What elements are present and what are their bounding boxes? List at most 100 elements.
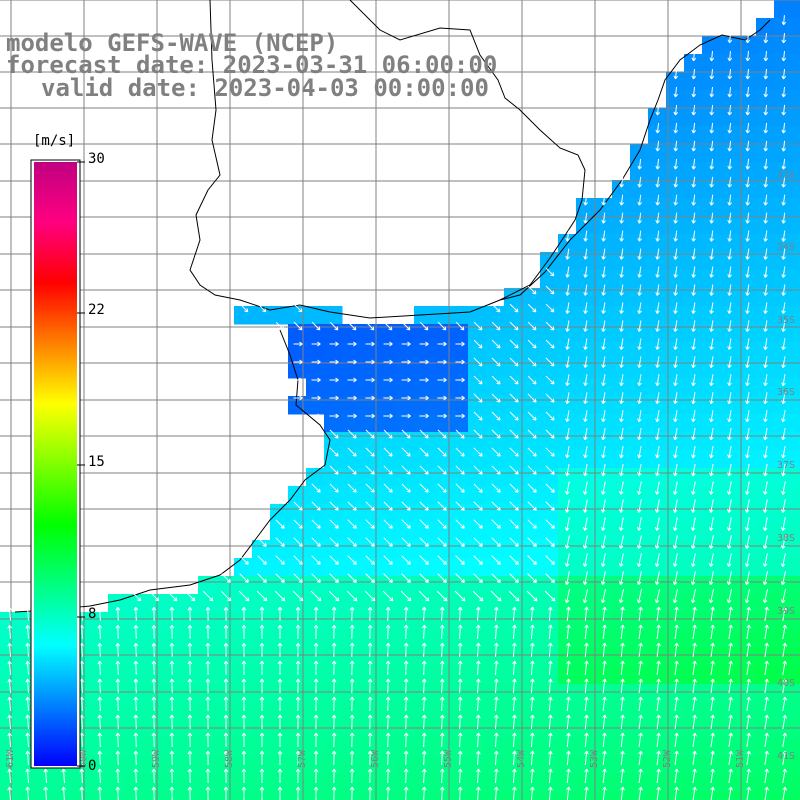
wind-speed-cell	[342, 342, 361, 361]
colorbar-tick-22: 22	[88, 302, 105, 318]
wind-arrow	[601, 230, 606, 242]
wind-speed-cell	[288, 702, 307, 721]
wind-speed-cell	[738, 36, 757, 55]
wind-speed-cell	[216, 684, 235, 703]
wind-arrow	[383, 359, 393, 365]
wind-arrow	[401, 573, 411, 583]
wind-arrow	[347, 341, 357, 347]
wind-speed-cell	[684, 738, 703, 757]
wind-speed-cell	[684, 144, 703, 163]
wind-arrow	[727, 481, 732, 495]
wind-arrow	[205, 624, 211, 639]
wind-speed-cell	[108, 774, 127, 793]
wind-speed-cell	[540, 630, 559, 649]
wind-arrow	[619, 446, 624, 459]
wind-speed-cell	[774, 216, 793, 235]
wind-arrow	[257, 555, 267, 565]
wind-speed-cell	[216, 666, 235, 685]
wind-arrow	[745, 86, 750, 98]
wind-arrow	[674, 606, 679, 621]
wind-speed-cell	[774, 324, 793, 343]
wind-speed-cell	[684, 774, 703, 793]
wind-arrow	[710, 624, 715, 639]
wind-speed-cell	[630, 216, 649, 235]
wind-arrow	[527, 555, 537, 565]
wind-speed-cell	[558, 360, 577, 379]
wind-speed-cell	[396, 648, 415, 667]
wind-arrow	[365, 555, 375, 565]
wind-speed-cell	[450, 666, 469, 685]
wind-arrow	[708, 499, 714, 513]
wind-speed-cell	[90, 666, 109, 685]
wind-arrow	[654, 499, 660, 513]
wind-arrow	[455, 321, 465, 331]
wind-speed-cell	[432, 486, 451, 505]
wind-speed-cell	[720, 684, 739, 703]
wind-speed-cell	[576, 738, 595, 757]
wind-speed-cell	[774, 36, 793, 55]
wind-speed-cell	[324, 504, 343, 523]
wind-arrow	[710, 606, 715, 621]
wind-speed-cell	[792, 486, 800, 505]
wind-speed-cell	[378, 684, 397, 703]
wind-speed-cell	[342, 594, 361, 613]
wind-speed-cell	[252, 684, 271, 703]
wind-arrow	[655, 212, 660, 224]
wind-speed-cell	[792, 126, 800, 145]
wind-speed-cell	[756, 558, 775, 577]
wind-speed-cell	[684, 720, 703, 739]
wind-speed-cell	[324, 576, 343, 595]
wind-speed-cell	[612, 738, 631, 757]
wind-arrow	[763, 212, 768, 224]
wind-speed-cell	[666, 252, 685, 271]
wind-arrow	[745, 158, 750, 170]
wind-arrow	[782, 696, 787, 711]
wind-speed-cell	[342, 432, 361, 451]
wind-speed-cell	[432, 432, 451, 451]
wind-arrow	[295, 606, 301, 621]
wind-arrow	[637, 320, 642, 332]
wind-speed-cell	[684, 198, 703, 217]
wind-arrow	[367, 678, 373, 694]
wind-arrow	[620, 660, 625, 676]
wind-arrow	[476, 786, 481, 800]
wind-speed-cell	[522, 540, 541, 559]
wind-arrow	[781, 15, 787, 26]
wind-arrow	[566, 624, 571, 640]
wind-speed-cell	[450, 738, 469, 757]
wind-arrow	[709, 194, 714, 206]
wind-speed-cell	[720, 270, 739, 289]
wind-speed-cell	[756, 612, 775, 631]
wind-speed-cell	[522, 738, 541, 757]
wind-speed-cell	[594, 378, 613, 397]
wind-speed-cell	[684, 414, 703, 433]
wind-speed-cell	[648, 198, 667, 217]
wind-speed-cell	[792, 450, 800, 469]
wind-speed-cell	[396, 774, 415, 793]
wind-speed-cell	[306, 720, 325, 739]
wind-arrow	[620, 714, 625, 730]
wind-speed-cell	[414, 630, 433, 649]
latitude-label: 36S	[777, 387, 795, 398]
wind-arrow	[259, 606, 265, 621]
wind-speed-cell	[162, 756, 181, 775]
wind-speed-cell	[540, 450, 559, 469]
wind-arrow	[692, 606, 697, 621]
wind-speed-cell	[756, 540, 775, 559]
wind-speed-cell	[270, 720, 289, 739]
wind-arrow	[564, 517, 570, 531]
wind-arrow	[455, 501, 465, 511]
wind-arrow	[293, 359, 303, 365]
coastline-buenos-aires	[14, 329, 331, 613]
wind-arrow	[618, 589, 624, 604]
wind-speed-cell	[594, 414, 613, 433]
wind-speed-cell	[324, 450, 343, 469]
wind-arrow	[223, 606, 229, 621]
wind-arrow	[548, 678, 553, 694]
wind-speed-cell	[540, 540, 559, 559]
wind-speed-cell	[486, 738, 505, 757]
wind-arrow	[710, 750, 715, 765]
wind-speed-cell	[396, 450, 415, 469]
wind-speed-cell	[378, 558, 397, 577]
wind-arrow	[238, 590, 250, 602]
